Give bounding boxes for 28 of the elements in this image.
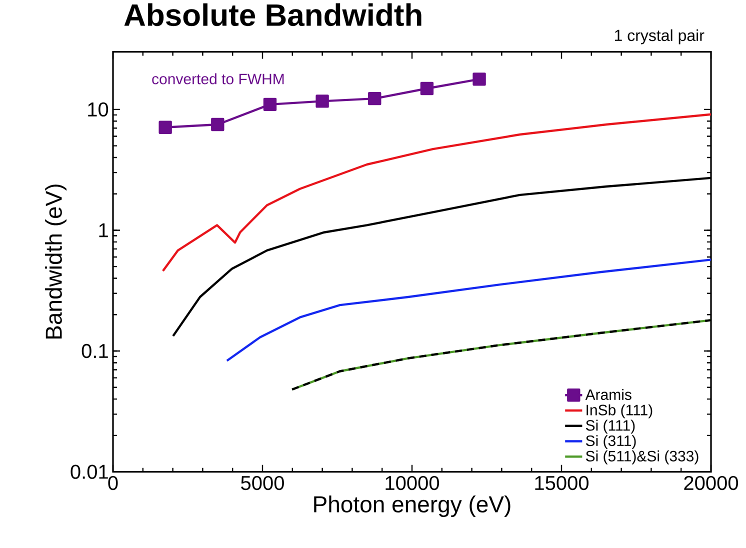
y-tick-label: 0.1 [82, 344, 108, 358]
y-tick-label: 10 [88, 102, 108, 117]
x-tick-label: 15000 [535, 476, 589, 490]
legend-label: Si (311) [586, 435, 636, 450]
point [368, 92, 382, 106]
legend-label: Si (111) [586, 420, 635, 434]
line-series [226, 258, 712, 362]
y-tick-label: 0.01 [70, 464, 108, 479]
x-tick-label: 0 [108, 476, 118, 490]
legend-label: InSb (111) [586, 404, 652, 418]
y-tick-label: 1 [99, 223, 108, 238]
chart-title: Absolute Bandwidth [124, 3, 422, 26]
point [211, 118, 224, 132]
annotation: converted to FWHM [152, 73, 284, 84]
point [420, 82, 434, 96]
point [263, 98, 277, 112]
line-series [162, 113, 712, 272]
point [472, 72, 486, 86]
point [316, 94, 329, 108]
x-axis-title: Photon energy (eV) [314, 496, 510, 518]
y-axis-title: Bandwidth (eV) [45, 184, 66, 339]
x-tick-label: 5000 [241, 476, 284, 490]
x-tick-label: 20000 [684, 476, 738, 490]
text: 1 crystal pair [615, 29, 704, 44]
legend-label: Si (511)&Si (333) [586, 450, 698, 464]
point [158, 120, 172, 134]
legend-label: Aramis [585, 389, 632, 400]
x-tick-label: 10000 [386, 476, 440, 490]
